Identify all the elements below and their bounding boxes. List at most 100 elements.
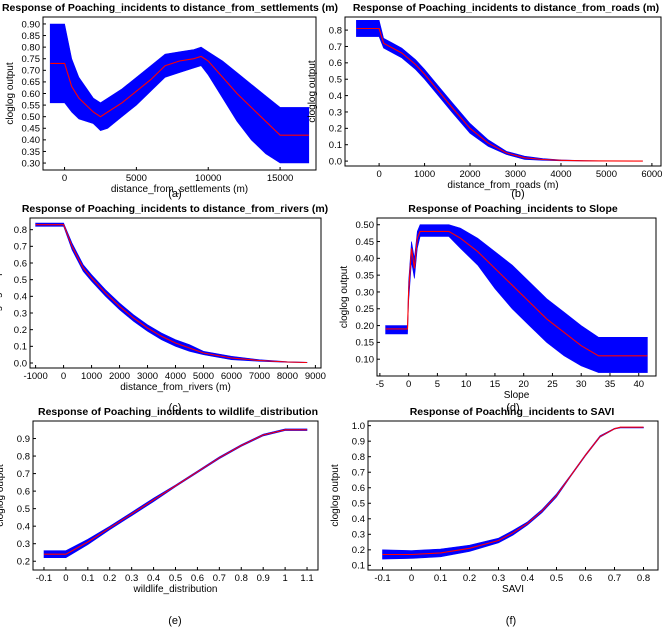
chart-title: Response of Poaching_incidents to Slope: [408, 203, 618, 215]
x-tick-label: 0.7: [608, 573, 621, 584]
panel-caption: (d): [506, 402, 519, 414]
y-tick-label: 0.7: [17, 469, 30, 480]
x-tick-label: 0.8: [637, 573, 650, 584]
y-tick-label: 0.80: [22, 42, 41, 53]
x-axis-label: Slope: [504, 390, 530, 401]
mean-response-line: [382, 426, 644, 556]
y-tick-label: 0.4: [329, 91, 342, 102]
x-tick-label: 0.5: [550, 573, 563, 584]
y-tick-label: 0.0: [14, 358, 27, 369]
y-tick-label: 0.85: [22, 31, 41, 42]
x-tick-label: 0: [63, 573, 68, 584]
chart-panel-a: Response of Poaching_incidents to distan…: [2, 2, 338, 200]
x-tick-label: 5000: [193, 371, 214, 382]
plot-frame: [344, 16, 662, 167]
chart-panel-c: Response of Poaching_incidents to distan…: [0, 203, 328, 414]
x-axis-label: SAVI: [502, 584, 524, 595]
x-tick-label: -5: [376, 379, 384, 390]
y-tick-label: 1.0: [352, 421, 365, 432]
confidence-band: [49, 23, 310, 164]
y-tick-label: 0.30: [356, 287, 375, 298]
chart-panel-f: Response of Poaching_incidents to SAVI -0…: [330, 406, 659, 627]
x-tick-label: 2000: [459, 169, 480, 180]
x-tick-label: -0.1: [36, 573, 52, 584]
y-tick-label: 0.6: [17, 486, 30, 497]
panel-caption: (a): [168, 188, 181, 200]
plot-frame: [367, 420, 659, 571]
chart-title: Response of Poaching_incidents to distan…: [2, 2, 338, 14]
y-tick-label: 0.45: [356, 237, 375, 248]
confidence-band: [382, 426, 644, 560]
x-tick-label: 0: [406, 379, 411, 390]
panel-caption: (c): [169, 402, 182, 414]
x-tick-label: 0.3: [492, 573, 505, 584]
y-axis-label: cloglog output: [330, 464, 341, 526]
y-axis-label: cloglog output: [0, 464, 6, 526]
panel-caption: (b): [511, 188, 524, 200]
y-tick-label: 0.65: [22, 77, 41, 88]
x-tick-label: 0.6: [191, 573, 204, 584]
y-tick-label: 0.35: [22, 147, 41, 158]
confidence-band: [35, 222, 308, 364]
x-tick-label: 0.3: [125, 573, 138, 584]
y-axis-label: cloglog output: [0, 262, 3, 324]
chart-panel-d: Response of Poaching_incidents to Slope -…: [339, 203, 657, 414]
x-tick-label: 6000: [221, 371, 242, 382]
y-tick-label: 0.8: [14, 225, 27, 236]
plot-frame: [376, 217, 657, 377]
x-tick-label: 1000: [414, 169, 435, 180]
x-tick-label: 0.4: [147, 573, 160, 584]
y-tick-label: 0.7: [329, 42, 342, 53]
x-tick-label: 0.4: [521, 573, 534, 584]
chart-panel-b: Response of Poaching_incidents to distan…: [307, 2, 662, 200]
x-tick-label: 0.1: [434, 573, 447, 584]
x-tick-label: 2000: [109, 371, 130, 382]
x-tick-label: 10000: [195, 173, 221, 184]
y-tick-label: 0.1: [352, 561, 365, 572]
x-tick-label: 0.1: [81, 573, 94, 584]
y-tick-label: 0.5: [14, 275, 27, 286]
y-tick-label: 0.3: [329, 107, 342, 118]
x-tick-label: 1000: [81, 371, 102, 382]
y-tick-label: 0.50: [356, 220, 375, 231]
x-axis-label: wildlife_distribution: [133, 584, 218, 595]
y-axis-label: cloglog output: [339, 266, 350, 328]
x-tick-label: 0: [376, 169, 381, 180]
x-tick-label: 0: [61, 371, 66, 382]
y-tick-label: 0.45: [22, 124, 41, 135]
y-tick-label: 0.5: [17, 504, 30, 515]
y-tick-label: 0.75: [22, 54, 41, 65]
y-tick-label: 0.25: [356, 304, 375, 315]
x-tick-label: 3000: [137, 371, 158, 382]
y-tick-label: 0.3: [352, 530, 365, 541]
y-tick-label: 0.8: [329, 25, 342, 36]
y-tick-label: 0.40: [22, 135, 41, 146]
y-tick-label: 0.4: [352, 514, 365, 525]
mean-response-line: [50, 55, 309, 136]
confidence-band: [43, 428, 308, 558]
mean-response-line: [356, 27, 643, 162]
y-tick-label: 0.50: [22, 112, 41, 123]
y-tick-label: 0.0: [329, 156, 342, 167]
y-tick-label: 0.7: [352, 468, 365, 479]
y-tick-label: 0.9: [352, 436, 365, 447]
y-tick-label: 0.70: [22, 66, 41, 77]
y-tick-label: 0.8: [352, 452, 365, 463]
x-tick-label: 0.6: [579, 573, 592, 584]
chart-panel-e: Response of Poaching_incidents to wildli…: [0, 406, 319, 627]
x-tick-label: 35: [605, 379, 616, 390]
mean-response-line: [385, 230, 648, 357]
mean-response-line: [35, 224, 308, 364]
x-tick-label: 0.2: [103, 573, 116, 584]
x-tick-label: 1: [282, 573, 287, 584]
y-tick-label: 0.35: [356, 270, 375, 281]
y-tick-label: 0.10: [356, 354, 375, 365]
panel-caption: (f): [506, 615, 516, 627]
x-tick-label: 0.2: [463, 573, 476, 584]
x-tick-label: -1000: [23, 371, 47, 382]
y-tick-label: 0.5: [352, 499, 365, 510]
y-tick-label: 0.6: [14, 258, 27, 269]
y-tick-label: 0.4: [14, 292, 27, 303]
x-axis-label: distance_from_roads (m): [447, 180, 558, 191]
